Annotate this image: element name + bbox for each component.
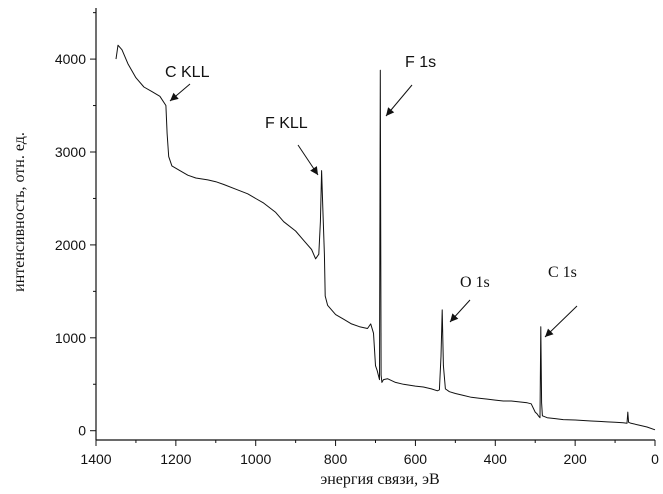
- annotation-label: F KLL: [265, 115, 308, 132]
- x-tick-label: 0: [651, 451, 659, 467]
- annotation-label: C KLL: [165, 64, 210, 81]
- x-tick-label: 600: [404, 451, 428, 467]
- x-axis-ticks: 1400 1200 1000 800 600 400 200 0: [80, 440, 659, 467]
- y-tick-label: 4000: [55, 51, 86, 67]
- x-tick-label: 200: [563, 451, 587, 467]
- x-tick-label: 1400: [80, 451, 111, 467]
- y-tick-label: 0: [78, 423, 86, 439]
- annotation-label: C 1s: [548, 264, 577, 281]
- annotations-layer: C KLL F KLL F 1s O 1s C 1s: [165, 54, 578, 338]
- y-tick-label: 1000: [55, 330, 86, 346]
- series-layer: [115, 44, 656, 431]
- axes: [95, 8, 655, 441]
- annotation-arrow-head: [310, 166, 318, 175]
- x-tick-label: 800: [324, 451, 348, 467]
- y-tick-label: 2000: [55, 237, 86, 253]
- x-axis-label: энергия связи, эВ: [320, 471, 439, 488]
- spectrum-line: [115, 44, 656, 431]
- annotation-arrow-head: [545, 328, 554, 337]
- annotation-arrow-head: [386, 107, 395, 116]
- x-tick-label: 1200: [160, 451, 191, 467]
- y-tick-label: 3000: [55, 144, 86, 160]
- y-axis-ticks: 0 1000 2000 3000 4000: [55, 12, 96, 439]
- annotation-label: F 1s: [405, 54, 436, 71]
- x-tick-label: 400: [484, 451, 508, 467]
- y-axis-label: интенсивность, отн. ед.: [11, 132, 28, 292]
- annotation-arrow-head: [450, 313, 459, 322]
- annotation-arrow-head: [170, 92, 179, 101]
- annotation-label: O 1s: [460, 274, 490, 291]
- x-tick-label: 1000: [240, 451, 271, 467]
